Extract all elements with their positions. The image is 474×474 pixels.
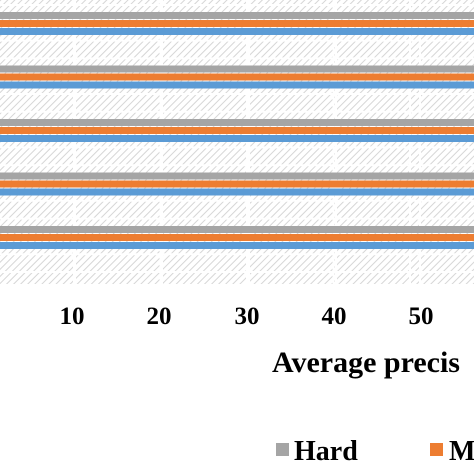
bar xyxy=(0,12,474,19)
x-tick-label: 40 xyxy=(322,303,347,330)
legend: Hard M xyxy=(276,436,474,467)
legend-label: Hard xyxy=(294,436,358,467)
bar xyxy=(0,65,474,73)
bar xyxy=(0,127,474,134)
bar xyxy=(0,234,474,241)
x-tick-labels: 10 20 30 40 50 xyxy=(60,303,434,330)
legend-label: M xyxy=(449,436,474,467)
bar xyxy=(0,135,474,142)
bar xyxy=(0,81,474,89)
x-tick-label: 30 xyxy=(235,303,260,330)
bar xyxy=(0,28,474,35)
bar xyxy=(0,172,474,180)
x-tick-label: 50 xyxy=(409,303,434,330)
bars-group xyxy=(0,12,474,249)
bar xyxy=(0,119,474,126)
bar xyxy=(0,20,474,27)
x-tick-label: 10 xyxy=(60,303,85,330)
bar xyxy=(0,188,474,196)
bar xyxy=(0,73,474,81)
bar xyxy=(0,242,474,249)
bar xyxy=(0,180,474,188)
legend-swatch xyxy=(276,443,289,456)
bar xyxy=(0,226,474,233)
x-axis-title: Average precis xyxy=(272,346,460,379)
x-tick-label: 20 xyxy=(147,303,172,330)
legend-swatch xyxy=(430,443,443,456)
